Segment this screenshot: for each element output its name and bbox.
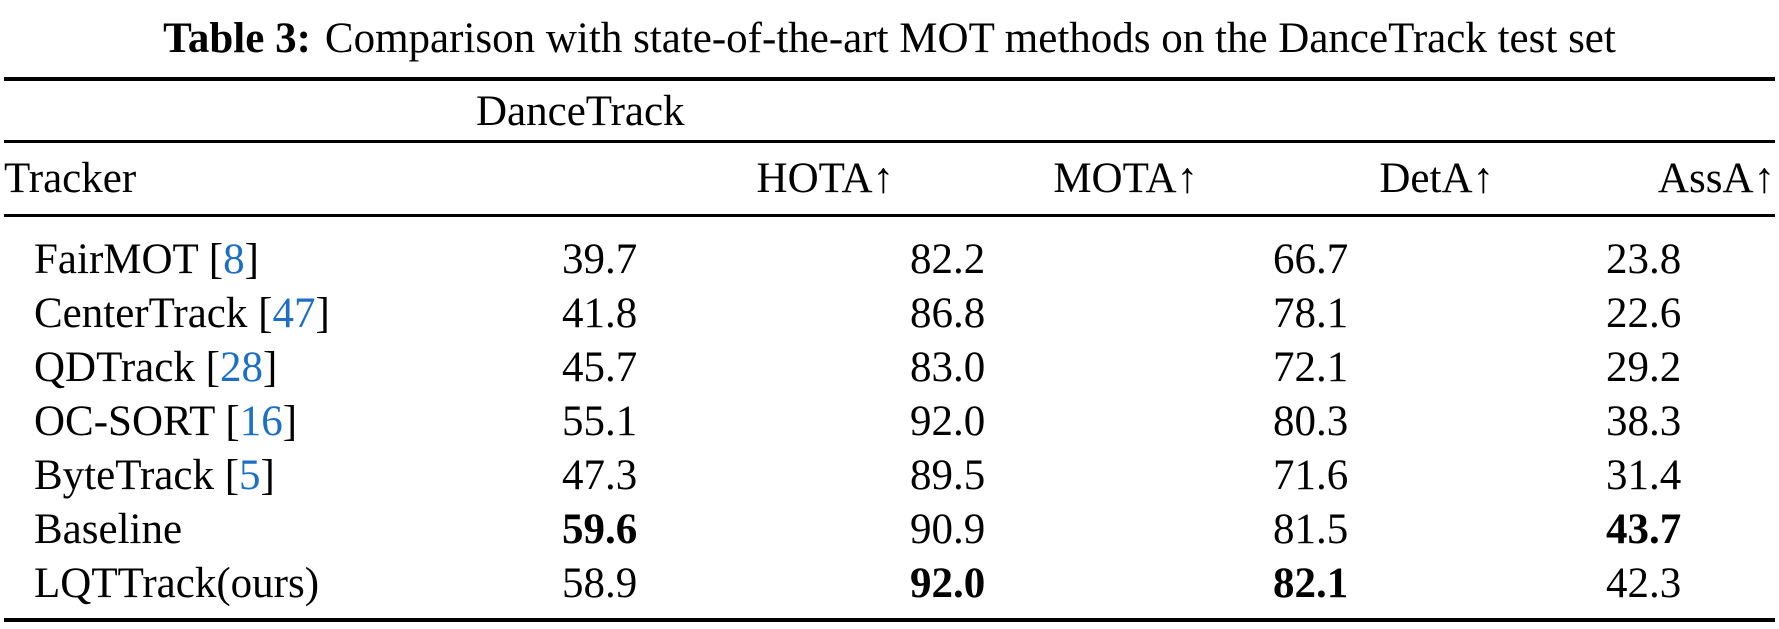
table-row: CenterTrack [47] 41.8 86.8 78.1 22.6 bbox=[4, 287, 1775, 341]
tracker-name-cell: OC-SORT [16] bbox=[34, 398, 298, 445]
mota-value: 90.9 bbox=[910, 506, 986, 553]
tracker-name-cell: CenterTrack [47] bbox=[34, 290, 330, 337]
table-row: OC-SORT [16] 55.1 92.0 80.3 38.3 bbox=[4, 395, 1775, 449]
table-top-rule bbox=[4, 77, 1775, 81]
header-bottom-rule bbox=[4, 214, 1775, 217]
tracker-name: FairMOT bbox=[34, 236, 199, 283]
table-row: FairMOT [8] 39.7 82.2 66.7 23.8 bbox=[4, 233, 1775, 287]
citation-link[interactable]: 28 bbox=[219, 344, 263, 391]
column-header-deta: DetA↑ bbox=[1379, 155, 1494, 202]
dataset-group-header: DanceTrack bbox=[476, 88, 685, 135]
deta-value: 72.1 bbox=[1273, 344, 1349, 391]
tracker-name: CenterTrack bbox=[34, 290, 248, 337]
mota-value: 83.0 bbox=[910, 344, 986, 391]
tracker-name: OC-SORT bbox=[34, 398, 215, 445]
mota-value: 92.0 bbox=[910, 560, 986, 607]
hota-value: 59.6 bbox=[562, 506, 638, 553]
assa-value: 29.2 bbox=[1606, 344, 1682, 391]
mota-value: 82.2 bbox=[910, 236, 986, 283]
tracker-name-cell: QDTrack [28] bbox=[34, 344, 278, 391]
column-header-row: Tracker HOTA↑ MOTA↑ DetA↑ AssA↑ bbox=[4, 143, 1775, 214]
table-row: QDTrack [28] 45.7 83.0 72.1 29.2 bbox=[4, 341, 1775, 395]
tracker-name-cell: FairMOT [8] bbox=[34, 236, 259, 283]
hota-value: 47.3 bbox=[562, 452, 638, 499]
table-bottom-rule bbox=[4, 618, 1775, 622]
table-body: FairMOT [8] 39.7 82.2 66.7 23.8 CenterTrack [… bbox=[0, 217, 1779, 618]
tracker-name-cell: LQTTrack(ours) bbox=[4, 557, 562, 611]
header-top-rule bbox=[4, 140, 1775, 143]
table-row: Baseline 59.6 90.9 81.5 43.7 bbox=[4, 503, 1775, 557]
column-header-mota: MOTA↑ bbox=[1053, 155, 1198, 202]
deta-value: 82.1 bbox=[1273, 560, 1349, 607]
hota-value: 58.9 bbox=[562, 560, 638, 607]
column-header-tracker: Tracker bbox=[4, 155, 137, 202]
table-row: LQTTrack(ours) 58.9 92.0 82.1 42.3 bbox=[4, 557, 1775, 611]
hota-value: 45.7 bbox=[562, 344, 638, 391]
table-caption-number: Table 3: bbox=[163, 15, 311, 62]
assa-value: 31.4 bbox=[1606, 452, 1682, 499]
assa-value: 43.7 bbox=[1606, 506, 1682, 553]
deta-value: 81.5 bbox=[1273, 506, 1349, 553]
column-header-assa: AssA↑ bbox=[1657, 155, 1775, 202]
mota-value: 89.5 bbox=[910, 452, 986, 499]
table-row: ByteTrack [5] 47.3 89.5 71.6 31.4 bbox=[4, 449, 1775, 503]
assa-value: 38.3 bbox=[1606, 398, 1682, 445]
tracker-name: LQTTrack(ours) bbox=[34, 560, 320, 607]
table-caption-text: Comparison with state-of-the-art MOT met… bbox=[324, 15, 1616, 62]
tracker-name: QDTrack bbox=[34, 344, 195, 391]
assa-value: 42.3 bbox=[1606, 560, 1682, 607]
deta-value: 80.3 bbox=[1273, 398, 1349, 445]
tracker-name-cell: ByteTrack [5] bbox=[34, 452, 275, 499]
tracker-name-cell: Baseline bbox=[4, 503, 562, 557]
table-caption: Table 3: Comparison with state-of-the-art… bbox=[0, 8, 1779, 70]
mota-value: 92.0 bbox=[910, 398, 986, 445]
hota-value: 41.8 bbox=[562, 290, 638, 337]
deta-value: 71.6 bbox=[1273, 452, 1349, 499]
hota-value: 39.7 bbox=[562, 236, 638, 283]
tracker-name: Baseline bbox=[34, 506, 183, 553]
citation-link[interactable]: 16 bbox=[239, 398, 283, 445]
assa-value: 22.6 bbox=[1606, 290, 1682, 337]
deta-value: 78.1 bbox=[1273, 290, 1349, 337]
hota-value: 55.1 bbox=[562, 398, 638, 445]
tracker-name: ByteTrack bbox=[34, 452, 214, 499]
citation-link[interactable]: 5 bbox=[239, 452, 261, 499]
deta-value: 66.7 bbox=[1273, 236, 1349, 283]
citation-link[interactable]: 8 bbox=[223, 236, 245, 283]
assa-value: 23.8 bbox=[1606, 236, 1682, 283]
mota-value: 86.8 bbox=[910, 290, 986, 337]
column-header-hota: HOTA↑ bbox=[756, 155, 894, 202]
citation-link[interactable]: 47 bbox=[272, 290, 316, 337]
